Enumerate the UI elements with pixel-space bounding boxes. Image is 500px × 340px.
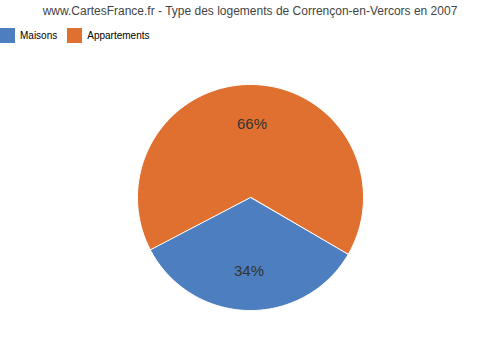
svg-text:66%: 66% [237,115,267,132]
svg-text:34%: 34% [234,262,264,279]
html-text:Maisons: Maisons [20,30,58,41]
html-text:Appartements: Appartements [87,30,150,41]
html-text:www.CartesFrance.fr - Type des: www.CartesFrance.fr - Type des logements… [42,4,458,18]
